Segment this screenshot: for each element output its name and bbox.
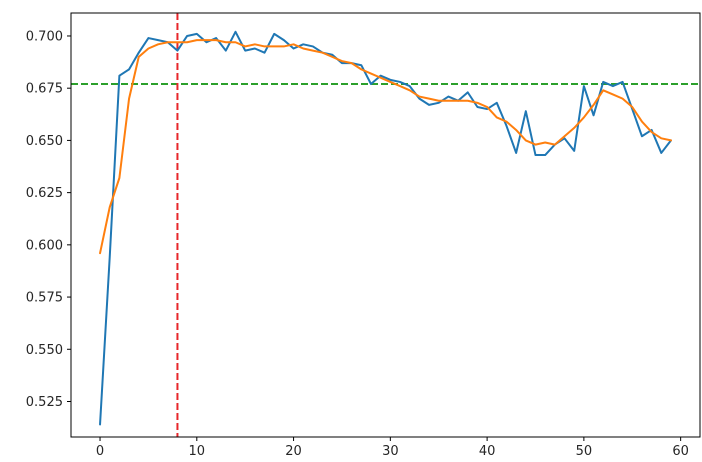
y-tick-label: 0.525 bbox=[26, 395, 63, 410]
y-tick-label: 0.700 bbox=[26, 29, 63, 44]
y-tick-label: 0.650 bbox=[26, 134, 63, 149]
y-axis: 0.525 0.550 0.575 0.600 0.625 0.650 0.675 0.700 bbox=[26, 29, 71, 410]
x-tick-label: 10 bbox=[189, 444, 206, 459]
x-tick-label: 60 bbox=[672, 444, 689, 459]
x-tick-label: 0 bbox=[96, 444, 104, 459]
y-tick-label: 0.675 bbox=[26, 82, 63, 97]
series-line-1 bbox=[99, 30, 672, 426]
y-tick-label: 0.575 bbox=[26, 291, 63, 306]
series-line-2 bbox=[99, 39, 672, 255]
x-axis: 0 10 20 30 40 50 60 bbox=[96, 437, 689, 459]
x-tick-label: 30 bbox=[382, 444, 399, 459]
y-tick-label: 0.625 bbox=[26, 186, 63, 201]
x-tick-label: 40 bbox=[479, 444, 496, 459]
x-tick-label: 20 bbox=[285, 444, 302, 459]
reference-lines bbox=[71, 13, 700, 437]
x-tick-label: 50 bbox=[576, 444, 593, 459]
plot-frame bbox=[70, 12, 701, 438]
y-tick-label: 0.550 bbox=[26, 343, 63, 358]
y-tick-label: 0.600 bbox=[26, 238, 63, 253]
series-lines bbox=[99, 30, 672, 426]
